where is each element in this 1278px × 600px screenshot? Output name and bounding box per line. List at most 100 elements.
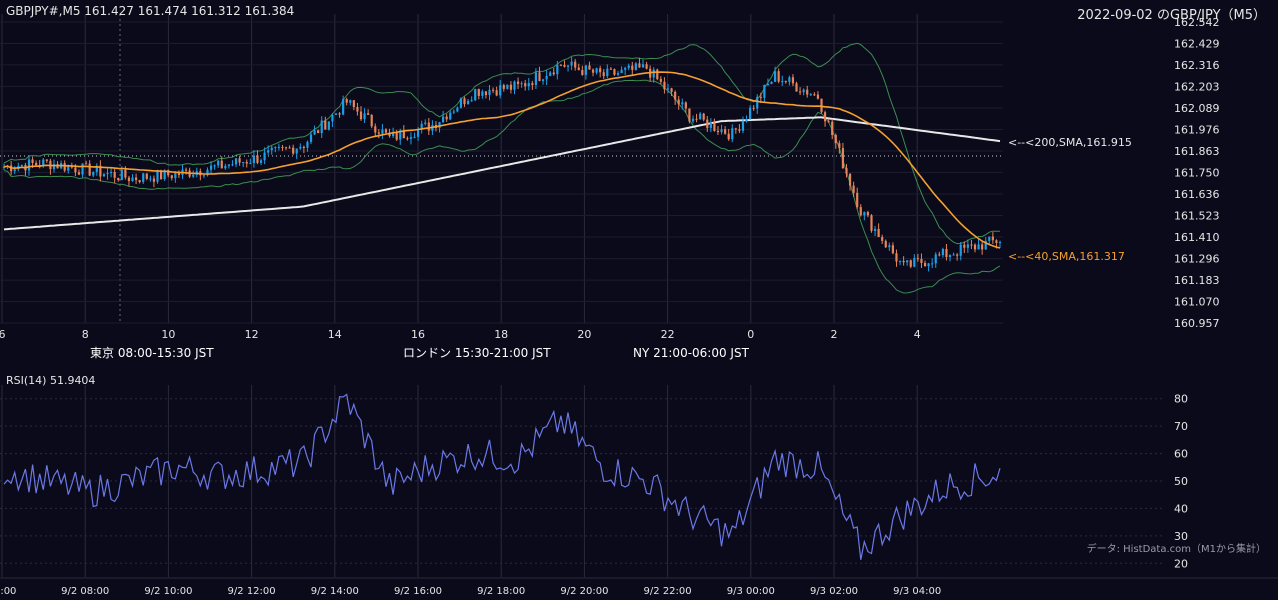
axis-labels: 6 8 10 12 14 16 18 20 22 0 2 4 162.542 162.429 162.316… xyxy=(0,16,1220,597)
candle-body xyxy=(267,150,270,153)
sma200-path xyxy=(3,116,1001,231)
candle-body xyxy=(156,170,159,182)
candle-body xyxy=(845,168,848,174)
candle-body xyxy=(388,132,391,137)
candle-body xyxy=(227,164,231,166)
candle-body xyxy=(709,122,712,128)
bollinger-lower xyxy=(3,79,1001,294)
candle-body xyxy=(45,159,48,161)
candle-body xyxy=(277,146,280,148)
candle-body xyxy=(531,83,534,85)
candle-body xyxy=(541,79,545,82)
candle-body xyxy=(763,84,766,98)
candle-body xyxy=(402,130,405,139)
candle-body xyxy=(356,106,359,112)
price-tick-label: 162.542 xyxy=(1174,16,1220,29)
candle-body xyxy=(702,113,705,120)
price-tick-label: 162.316 xyxy=(1174,59,1220,72)
candle-body xyxy=(495,90,498,96)
candle-body xyxy=(627,65,630,68)
candle-body xyxy=(63,163,66,171)
rsi-path xyxy=(3,393,1001,560)
candle-body xyxy=(666,88,670,90)
candle-body xyxy=(927,263,930,267)
candle-body xyxy=(741,121,745,131)
candle-body xyxy=(338,113,341,115)
candle-body xyxy=(409,137,413,139)
candle-body xyxy=(317,130,320,134)
time-tick-label: 9/2 18:00 xyxy=(477,586,525,597)
candle-body xyxy=(749,107,752,120)
candle-body xyxy=(320,120,323,134)
candle-body xyxy=(202,175,206,177)
candle-body xyxy=(159,170,163,180)
candle-body xyxy=(224,165,227,169)
rsi-tick-label: 30 xyxy=(1174,530,1188,543)
candle-body xyxy=(606,68,609,77)
candle-body xyxy=(470,100,473,102)
candle-body xyxy=(813,94,816,96)
candle-body xyxy=(963,244,966,248)
candle-body xyxy=(863,212,866,216)
candle-body xyxy=(995,240,998,243)
candle-body xyxy=(377,132,380,134)
rsi-tick-label: 70 xyxy=(1174,420,1188,433)
candle-body xyxy=(677,99,680,105)
candle-body xyxy=(85,163,88,165)
candle-body xyxy=(20,165,23,167)
candle-body xyxy=(438,122,441,129)
candle-body xyxy=(756,96,759,109)
sma40-line xyxy=(3,71,1001,249)
candle-body xyxy=(263,152,266,161)
candle-body xyxy=(699,113,702,120)
candle-body xyxy=(213,165,216,167)
candle-body xyxy=(920,258,923,263)
candle-body xyxy=(274,147,277,149)
candle-body xyxy=(259,160,263,163)
candle-body xyxy=(124,169,127,178)
candle-body xyxy=(374,126,377,133)
candle-body xyxy=(848,173,852,186)
time-tick-label: 9/2 20:00 xyxy=(560,586,608,597)
candle-body xyxy=(177,172,181,175)
candle-body xyxy=(349,100,352,103)
candle-body xyxy=(88,163,91,176)
candle-body xyxy=(324,120,327,130)
candle-body xyxy=(549,72,552,76)
candle-body xyxy=(449,112,452,120)
session-tokyo-label: 東京 08:00-15:30 JST xyxy=(90,346,214,360)
grid-lines xyxy=(0,14,1278,579)
candle-body xyxy=(552,72,555,75)
candle-body xyxy=(988,236,991,241)
candle-body xyxy=(688,108,691,122)
candle-body xyxy=(631,65,634,70)
candle-body xyxy=(234,158,238,165)
time-tick-label: 9/2 12:00 xyxy=(228,586,276,597)
candle-body xyxy=(795,83,798,92)
candle-body xyxy=(981,244,984,250)
candle-body xyxy=(334,113,338,115)
rsi-tick-label: 60 xyxy=(1174,448,1188,461)
candle-body xyxy=(270,147,273,151)
hour-tick-label: 8 xyxy=(82,328,89,341)
candle-body xyxy=(827,121,830,123)
candle-body xyxy=(838,143,841,149)
candle-body xyxy=(902,260,905,263)
candle-body xyxy=(720,129,723,133)
time-tick-label: 9/2 10:00 xyxy=(144,586,192,597)
candle-body xyxy=(252,155,255,164)
candle-body xyxy=(616,73,620,75)
candle-body xyxy=(841,148,845,169)
price-tick-label: 161.636 xyxy=(1174,188,1220,201)
price-tick-label: 161.296 xyxy=(1174,253,1220,266)
candle-body xyxy=(245,161,248,164)
candle-body xyxy=(295,148,298,154)
candle-body xyxy=(463,98,466,105)
candle-body xyxy=(220,160,223,169)
price-tick-label: 161.750 xyxy=(1174,166,1220,179)
candle-body xyxy=(599,68,602,73)
candle-body xyxy=(998,242,1002,244)
candle-body xyxy=(77,172,81,175)
price-tick-label: 161.863 xyxy=(1174,145,1220,158)
ohlc-readout: GBPJPY#,M5 161.427 161.474 161.312 161.3… xyxy=(6,4,295,18)
